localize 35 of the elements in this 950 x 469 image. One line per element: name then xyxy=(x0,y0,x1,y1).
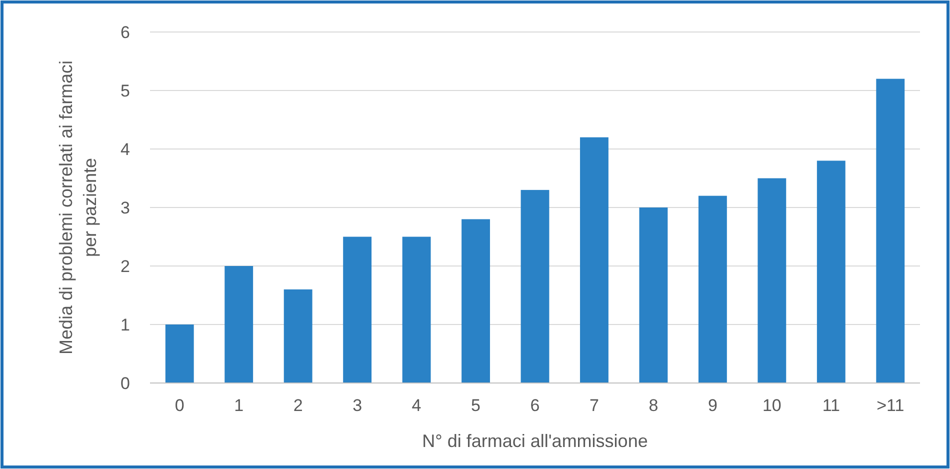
bar xyxy=(343,236,372,383)
x-tick-label: 4 xyxy=(412,396,422,415)
x-tick-label: 5 xyxy=(471,396,481,415)
bar xyxy=(402,236,431,383)
y-tick-label: 4 xyxy=(120,140,130,159)
y-tick-label: 1 xyxy=(120,315,130,334)
y-axis-title: Media di problemi correlati ai farmaci per paziente xyxy=(56,60,100,355)
x-tick-label: 7 xyxy=(589,396,599,415)
y-tick-label: 2 xyxy=(120,256,130,276)
bar xyxy=(462,219,490,383)
bar xyxy=(520,190,550,383)
bar xyxy=(876,78,905,383)
x-tick-label: 1 xyxy=(234,396,244,415)
bar xyxy=(580,137,608,383)
bar xyxy=(758,178,786,383)
bar xyxy=(224,266,254,383)
y-tick-label: 5 xyxy=(120,81,130,100)
bar xyxy=(284,289,312,383)
x-tick-label: 8 xyxy=(648,396,658,415)
y-tick-label: 3 xyxy=(120,198,130,218)
x-tick-label: 11 xyxy=(822,396,840,415)
bar xyxy=(639,208,668,383)
x-axis-title: N° di farmaci all'ammissione xyxy=(422,431,648,451)
x-tick-label: >11 xyxy=(876,396,904,415)
bar xyxy=(698,196,727,383)
x-tick-label: 2 xyxy=(293,396,303,415)
bar xyxy=(165,324,194,383)
y-tick-label: 6 xyxy=(120,22,130,42)
x-tick-label: 9 xyxy=(708,396,718,415)
y-tick-label: 0 xyxy=(120,374,130,393)
x-tick-label: 3 xyxy=(352,396,362,415)
bar xyxy=(816,160,846,383)
x-tick-label: 6 xyxy=(530,396,540,415)
x-tick-label: 10 xyxy=(762,396,782,415)
x-tick-label: 0 xyxy=(174,396,184,415)
